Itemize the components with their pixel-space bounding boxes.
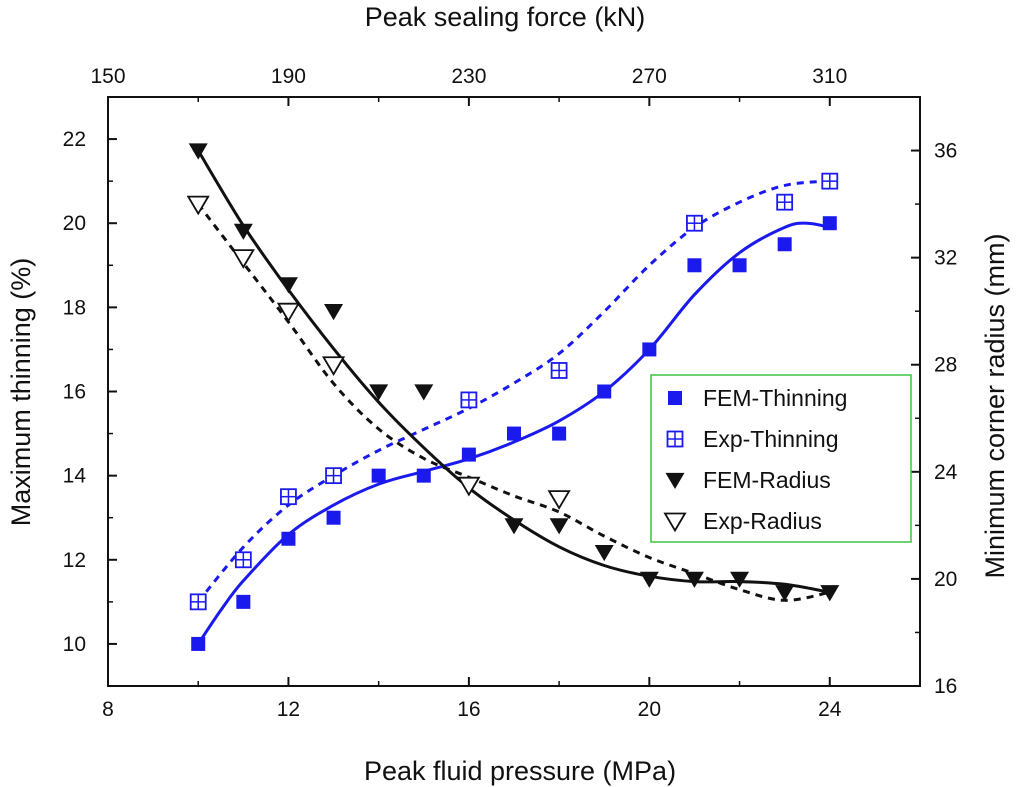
point-exp-thinning xyxy=(280,488,297,506)
point-fem-thinning xyxy=(326,510,341,525)
point-fem-thinning xyxy=(191,636,206,651)
legend-label: FEM-Thinning xyxy=(703,385,847,411)
y-tick-label: 16 xyxy=(63,381,86,404)
point-fem-radius xyxy=(188,143,208,160)
data-points xyxy=(186,143,840,651)
point-exp-thinning xyxy=(460,391,478,409)
y2-tick-label: 24 xyxy=(934,461,958,484)
point-fem-radius xyxy=(639,571,659,588)
tick-group: 8 12 16 20 24 150 190 230 270 310 10 12 14 16 18 20 22 16… xyxy=(63,65,958,721)
point-exp-thinning xyxy=(686,214,703,232)
fit-curve-fem-thinning xyxy=(196,221,831,645)
x-tick-label: 24 xyxy=(818,698,842,721)
point-exp-radius xyxy=(321,356,346,377)
top-x-tick-label: 230 xyxy=(451,65,486,88)
fit-curve-fem-radius xyxy=(196,149,831,594)
legend: FEM-Thinning Exp-Thinning FEM-Radius Exp-Ra… xyxy=(650,374,912,543)
point-fem-thinning xyxy=(371,468,386,483)
y-tick-label: 12 xyxy=(63,549,86,572)
point-fem-thinning xyxy=(507,426,521,441)
point-fem-thinning xyxy=(461,447,476,462)
point-fem-radius xyxy=(414,384,434,401)
x-tick-label: 20 xyxy=(638,698,661,721)
point-exp-radius xyxy=(231,249,255,269)
y-axis-title: Maximum thinning (%) xyxy=(6,258,36,527)
y-tick-label: 18 xyxy=(63,296,86,319)
y2-axis-title: Minimum corner radius (mm) xyxy=(980,233,1010,578)
y-tick-label: 22 xyxy=(63,128,86,151)
point-exp-thinning xyxy=(776,193,794,211)
x-axis-title: Peak fluid pressure (MPa) xyxy=(364,756,676,786)
point-fem-thinning xyxy=(777,237,792,252)
point-fem-radius xyxy=(684,571,704,588)
point-fem-radius xyxy=(278,277,298,294)
point-exp-radius xyxy=(276,302,301,323)
point-fem-thinning xyxy=(416,468,431,483)
y2-tick-label: 36 xyxy=(934,140,957,163)
y-tick-label: 14 xyxy=(63,465,87,488)
point-fem-radius xyxy=(504,518,524,535)
point-fem-radius xyxy=(820,585,840,602)
top-x-tick-label: 150 xyxy=(90,65,125,88)
fit-curve-exp-radius xyxy=(197,203,831,602)
x-tick-label: 12 xyxy=(277,698,300,721)
point-fem-thinning xyxy=(281,531,296,546)
legend-label: FEM-Radius xyxy=(703,467,831,493)
legend-label: Exp-Radius xyxy=(703,508,822,534)
point-fem-thinning xyxy=(236,594,251,609)
legend-marker-exp-thinning xyxy=(666,430,684,448)
x-tick-label: 16 xyxy=(457,698,480,721)
point-fem-thinning xyxy=(687,258,702,273)
point-fem-radius xyxy=(594,545,614,562)
legend-marker-exp-radius xyxy=(663,512,687,533)
point-fem-radius xyxy=(233,223,253,240)
top-x-tick-label: 310 xyxy=(812,65,847,88)
point-exp-radius xyxy=(457,476,481,497)
top-x-tick-label: 270 xyxy=(632,65,667,88)
point-fem-thinning xyxy=(552,426,567,441)
y2-tick-label: 20 xyxy=(934,568,957,591)
point-fem-radius xyxy=(549,518,569,535)
point-exp-thinning xyxy=(821,172,839,190)
legend-items: FEM-Thinning Exp-Thinning FEM-Radius Exp-Ra… xyxy=(663,385,847,534)
point-exp-radius xyxy=(547,490,571,510)
top-axis-title: Peak sealing force (kN) xyxy=(365,2,646,32)
y2-tick-label: 16 xyxy=(934,675,957,698)
y2-tick-label: 28 xyxy=(934,354,957,377)
point-fem-thinning xyxy=(822,216,837,231)
y-tick-label: 20 xyxy=(63,212,86,235)
x-tick-label: 8 xyxy=(102,698,114,721)
fit-curves xyxy=(196,149,831,645)
y-tick-label: 10 xyxy=(63,633,86,656)
legend-marker-fem-radius xyxy=(665,472,685,490)
point-fem-thinning xyxy=(597,384,612,399)
y2-tick-label: 32 xyxy=(934,247,957,270)
point-fem-thinning xyxy=(732,258,747,273)
legend-label: Exp-Thinning xyxy=(703,426,839,452)
point-exp-thinning xyxy=(550,362,568,379)
legend-marker-fem-thinning xyxy=(668,391,682,405)
point-exp-thinning xyxy=(234,551,252,569)
fit-curve-exp-thinning xyxy=(197,179,830,603)
point-fem-radius xyxy=(324,304,344,321)
point-fem-radius xyxy=(369,384,389,401)
legend-box xyxy=(650,374,912,543)
point-exp-radius xyxy=(186,195,210,216)
point-fem-thinning xyxy=(642,342,657,357)
point-exp-thinning xyxy=(325,467,342,485)
top-x-tick-label: 190 xyxy=(271,65,306,88)
point-fem-radius xyxy=(775,585,795,602)
point-exp-thinning xyxy=(189,593,207,611)
point-fem-radius xyxy=(730,571,750,588)
